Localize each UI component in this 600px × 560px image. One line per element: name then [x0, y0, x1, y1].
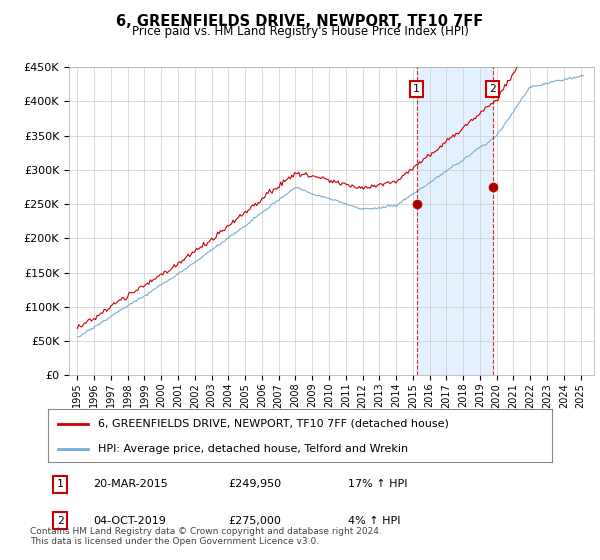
- Text: 4% ↑ HPI: 4% ↑ HPI: [348, 516, 401, 526]
- Text: 04-OCT-2019: 04-OCT-2019: [93, 516, 166, 526]
- Text: 17% ↑ HPI: 17% ↑ HPI: [348, 479, 407, 489]
- Text: 6, GREENFIELDS DRIVE, NEWPORT, TF10 7FF (detached house): 6, GREENFIELDS DRIVE, NEWPORT, TF10 7FF …: [98, 419, 449, 429]
- Text: Contains HM Land Registry data © Crown copyright and database right 2024.
This d: Contains HM Land Registry data © Crown c…: [30, 526, 382, 546]
- Text: 2: 2: [56, 516, 64, 526]
- Text: 20-MAR-2015: 20-MAR-2015: [93, 479, 168, 489]
- Text: HPI: Average price, detached house, Telford and Wrekin: HPI: Average price, detached house, Telf…: [98, 444, 409, 454]
- Bar: [416, 67, 493, 375]
- Text: Price paid vs. HM Land Registry's House Price Index (HPI): Price paid vs. HM Land Registry's House …: [131, 25, 469, 38]
- Text: 1: 1: [413, 84, 420, 94]
- Text: 2: 2: [489, 84, 496, 94]
- Text: £275,000: £275,000: [228, 516, 281, 526]
- Text: 6, GREENFIELDS DRIVE, NEWPORT, TF10 7FF: 6, GREENFIELDS DRIVE, NEWPORT, TF10 7FF: [116, 14, 484, 29]
- Text: £249,950: £249,950: [228, 479, 281, 489]
- Text: 1: 1: [56, 479, 64, 489]
